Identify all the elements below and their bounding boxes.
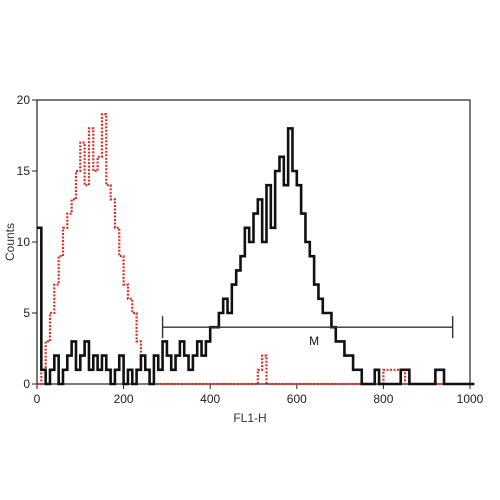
x-tick-label: 200 xyxy=(114,392,134,406)
x-tick-label: 600 xyxy=(287,392,307,406)
y-tick-label: 0 xyxy=(23,377,30,391)
x-axis-label: FL1-H xyxy=(233,411,266,425)
y-tick-label: 5 xyxy=(23,306,30,320)
y-tick-label: 10 xyxy=(17,235,31,249)
x-tick-label: 800 xyxy=(373,392,393,406)
x-tick-label: 1000 xyxy=(457,392,484,406)
marker-gate-label: M xyxy=(309,334,319,348)
y-axis-label: Counts xyxy=(3,223,17,261)
x-tick-label: 0 xyxy=(34,392,41,406)
y-tick-label: 15 xyxy=(17,164,31,178)
y-tick-label: 20 xyxy=(17,93,31,107)
x-tick-label: 400 xyxy=(200,392,220,406)
sample-histogram-series xyxy=(37,127,475,386)
control-histogram-series xyxy=(37,113,475,386)
